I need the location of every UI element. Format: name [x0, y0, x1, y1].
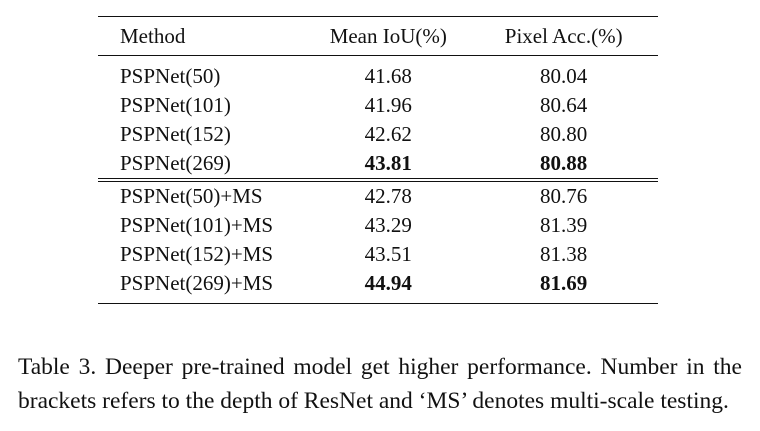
header-method: Method	[120, 23, 186, 48]
table-row: PSPNet(152) 42.62 80.80	[98, 120, 658, 149]
cell-method: PSPNet(50)+MS	[120, 184, 263, 208]
cell-mean-iou-best: 43.81	[364, 151, 412, 175]
cell-method: PSPNet(269)+MS	[120, 271, 274, 295]
results-table: Method Mean IoU(%) Pixel Acc.(%) PSPNet(…	[98, 16, 658, 304]
header-mean-iou: Mean IoU(%)	[329, 23, 447, 48]
table-row: PSPNet(50)+MS 42.78 80.76	[98, 180, 658, 211]
cell-pixel-acc: 80.76	[540, 184, 588, 208]
header-pixel-acc: Pixel Acc.(%)	[504, 23, 623, 48]
cell-method: PSPNet(50)	[120, 64, 221, 88]
cell-mean-iou: 43.51	[364, 242, 412, 266]
cell-mean-iou: 42.62	[364, 122, 412, 146]
cell-pixel-acc: 80.64	[540, 93, 588, 117]
cell-method: PSPNet(101)+MS	[120, 213, 274, 237]
cell-pixel-acc: 81.38	[540, 242, 588, 266]
cell-method: PSPNet(101)	[120, 93, 231, 117]
table-row: PSPNet(101)+MS 43.29 81.39	[98, 211, 658, 240]
cell-pixel-acc-best: 80.88	[540, 151, 588, 175]
cell-pixel-acc: 81.39	[540, 213, 588, 237]
cell-mean-iou: 43.29	[364, 213, 412, 237]
cell-pixel-acc: 80.04	[540, 64, 588, 88]
cell-mean-iou: 41.68	[364, 64, 412, 88]
table-caption: Table 3. Deeper pre-trained model get hi…	[18, 353, 742, 414]
cell-method: PSPNet(152)	[120, 122, 231, 146]
table-row: PSPNet(269)+MS 44.94 81.69	[98, 269, 658, 304]
cell-method: PSPNet(269)	[120, 151, 231, 175]
table-row: PSPNet(101) 41.96 80.64	[98, 91, 658, 120]
cell-mean-iou: 42.78	[364, 184, 412, 208]
table-row: PSPNet(152)+MS 43.51 81.38	[98, 240, 658, 269]
cell-pixel-acc-best: 81.69	[540, 271, 588, 295]
table-row: PSPNet(269) 43.81 80.88	[98, 149, 658, 180]
results-table-container: Method Mean IoU(%) Pixel Acc.(%) PSPNet(…	[98, 16, 658, 304]
cell-mean-iou: 41.96	[364, 93, 412, 117]
table-header-row: Method Mean IoU(%) Pixel Acc.(%)	[98, 16, 658, 56]
cell-pixel-acc: 80.80	[540, 122, 588, 146]
table-row: PSPNet(50) 41.68 80.04	[98, 55, 658, 92]
cell-mean-iou-best: 44.94	[364, 271, 412, 295]
cell-method: PSPNet(152)+MS	[120, 242, 274, 266]
